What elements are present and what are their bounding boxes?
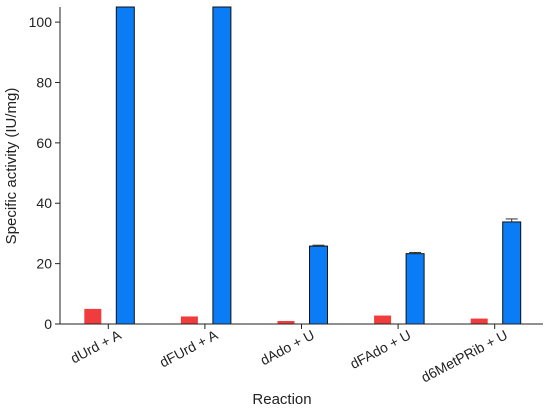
x-category-label: dFUrd + A [157,326,221,370]
y-tick-label: 20 [36,256,52,272]
x-category-label: d6MetPRib + U [418,327,510,386]
bar-series-2-5 [502,221,522,325]
y-tick-label: 40 [36,195,52,211]
x-axis-title: Reaction [252,391,311,408]
y-tick-label: 100 [29,14,53,30]
bar-series-1-2 [180,316,198,324]
y-axis-title: Specific activity (IU/mg) [3,88,20,245]
y-axis-ticks: 0 20 40 60 80 100 [29,14,60,332]
x-category-label: dAdo + U [258,327,317,369]
x-category-label: dFAdo + U [347,327,413,372]
bar-series-1-1 [84,308,102,324]
y-tick-label: 80 [36,74,52,90]
bar-series-2-1 [115,6,135,325]
bar-series-1-3 [277,320,295,324]
y-tick-label: 0 [44,316,52,332]
bar-series-1-5 [470,318,488,324]
plot-area [84,6,522,325]
bar-series-2-4 [405,253,425,325]
y-tick-label: 60 [36,135,52,151]
x-category-label: dUrd + A [68,326,125,366]
bar-series-2-2 [212,6,232,325]
bar-series-1-4 [374,315,392,324]
bar-series-2-3 [309,245,328,325]
